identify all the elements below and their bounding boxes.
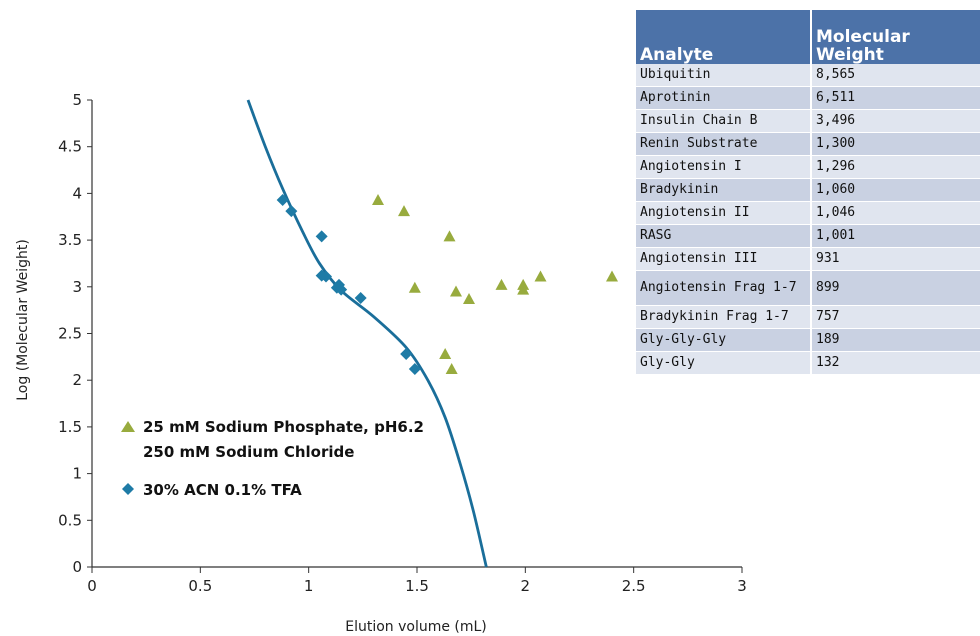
molecular-weight-cell: 899: [811, 270, 980, 306]
table-row: Angiotensin Frag 1-7 899: [636, 270, 980, 306]
y-tick-label: 4: [72, 184, 82, 202]
analyte-cell: Gly-Gly-Gly: [636, 328, 812, 352]
analyte-cell: Insulin Chain B: [636, 109, 812, 133]
table-row: RASG 1,001: [636, 224, 980, 248]
fit-curve-line: [246, 99, 488, 568]
chart-legend: 25 mM Sodium Phosphate, pH6.2 250 mM Sod…: [121, 418, 424, 499]
molecular-weight-cell: 1,001: [811, 224, 980, 248]
fit-curve-group: [246, 99, 488, 568]
diamond-point: [335, 283, 348, 296]
analyte-cell: Angiotensin Frag 1-7: [636, 270, 812, 306]
triangle-point: [517, 283, 530, 295]
x-tick-label: 2: [521, 577, 531, 595]
chart-ticks: 0 0.5 1 1.5 2 2.5 3 0 0.5 1 1.5 2 2.5 3 3.5 4 4.5 5: [58, 91, 747, 595]
analyte-cell: Bradykinin Frag 1-7: [636, 305, 812, 329]
table-row: Angiotensin III 931: [636, 247, 980, 271]
triangle-point: [408, 281, 421, 293]
table-row: Bradykinin 1,060: [636, 178, 980, 202]
triangle-point: [439, 348, 452, 360]
molecular-weight-cell: 132: [811, 351, 980, 375]
table-row: Renin Substrate 1,300: [636, 132, 980, 156]
triangle-point: [398, 205, 410, 217]
table-row: Gly-Gly 132: [636, 351, 980, 375]
molecular-weight-cell: 3,496: [811, 109, 980, 133]
analyte-cell: RASG: [636, 224, 812, 248]
y-tick-label: 1: [72, 465, 82, 483]
molecular-weight-cell: 757: [811, 305, 980, 329]
table-row: Insulin Chain B 3,496: [636, 109, 980, 133]
table-row: Gly-Gly-Gly 189: [636, 328, 980, 352]
diamond-point: [315, 230, 328, 243]
molecular-weight-cell: 931: [811, 247, 980, 271]
x-tick-label: 0.5: [188, 577, 212, 595]
triangle-point: [463, 292, 475, 304]
triangle-point: [495, 278, 508, 290]
y-tick-label: 3.5: [58, 231, 82, 249]
analyte-cell: Gly-Gly: [636, 351, 812, 375]
y-tick-label: 5: [72, 91, 82, 109]
y-tick-label: 0: [72, 558, 82, 576]
legend-marker-diamond: [122, 483, 134, 495]
molecular-weight-cell: 1,300: [811, 132, 980, 156]
triangle-point: [445, 362, 458, 374]
diamond-point: [285, 205, 298, 218]
analyte-cell: Angiotensin I: [636, 155, 812, 179]
x-axis-title: Elution volume (mL): [345, 619, 487, 635]
triangle-point: [443, 230, 456, 242]
table-row: Aprotinin 6,511: [636, 86, 980, 110]
molecular-weight-table: Analyte Molecular Weight Ubiquitin 8,565 Ap…: [636, 10, 980, 375]
legend-label-phosphate-line1: 25 mM Sodium Phosphate, pH6.2: [143, 418, 424, 436]
y-tick-label: 2: [72, 371, 82, 389]
header-molecular-weight: Molecular Weight: [811, 10, 980, 64]
molecular-weight-cell: 1,296: [811, 155, 980, 179]
table-row: Ubiquitin 8,565: [636, 64, 980, 87]
analyte-cell: Ubiquitin: [636, 64, 812, 87]
molecular-weight-cell: 1,060: [811, 178, 980, 202]
y-tick-label: 0.5: [58, 511, 82, 529]
header-analyte: Analyte: [636, 10, 812, 64]
x-tick-label: 0: [87, 577, 97, 595]
molecular-weight-cell: 189: [811, 328, 980, 352]
molecular-weight-cell: 8,565: [811, 64, 980, 87]
y-tick-label: 2.5: [58, 325, 82, 343]
y-tick-label: 1.5: [58, 418, 82, 436]
data-points: [276, 193, 618, 375]
table-row: Angiotensin I 1,296: [636, 155, 980, 179]
diamond-point: [400, 348, 413, 361]
triangle-point: [606, 270, 618, 282]
triangle-point: [534, 270, 547, 282]
analyte-cell: Aprotinin: [636, 86, 812, 110]
analyte-cell: Renin Substrate: [636, 132, 812, 156]
table-header-row: Analyte Molecular Weight: [636, 10, 980, 64]
x-tick-label: 1: [304, 577, 314, 595]
y-axis-title: Log (Molecular Weight): [15, 239, 31, 401]
legend-label-acn: 30% ACN 0.1% TFA: [143, 481, 302, 499]
x-tick-label: 2.5: [622, 577, 646, 595]
analyte-cell: Angiotensin II: [636, 201, 812, 225]
y-tick-label: 4.5: [58, 138, 82, 156]
x-tick-label: 1.5: [405, 577, 429, 595]
legend-label-phosphate-line2: 250 mM Sodium Chloride: [143, 443, 354, 461]
molecular-weight-cell: 1,046: [811, 201, 980, 225]
diamond-point: [408, 362, 421, 375]
legend-marker-triangle: [121, 421, 135, 432]
triangle-point: [372, 193, 384, 205]
diamond-point: [276, 193, 289, 206]
y-tick-label: 3: [72, 278, 82, 296]
molecular-weight-cell: 6,511: [811, 86, 980, 110]
diamond-point: [320, 270, 332, 283]
table-row: Bradykinin Frag 1-7 757: [636, 305, 980, 329]
analyte-cell: Bradykinin: [636, 178, 812, 202]
triangle-point: [450, 285, 462, 297]
analyte-cell: Angiotensin III: [636, 247, 812, 271]
x-tick-label: 3: [737, 577, 747, 595]
diamond-point: [354, 292, 367, 305]
table-row: Angiotensin II 1,046: [636, 201, 980, 225]
